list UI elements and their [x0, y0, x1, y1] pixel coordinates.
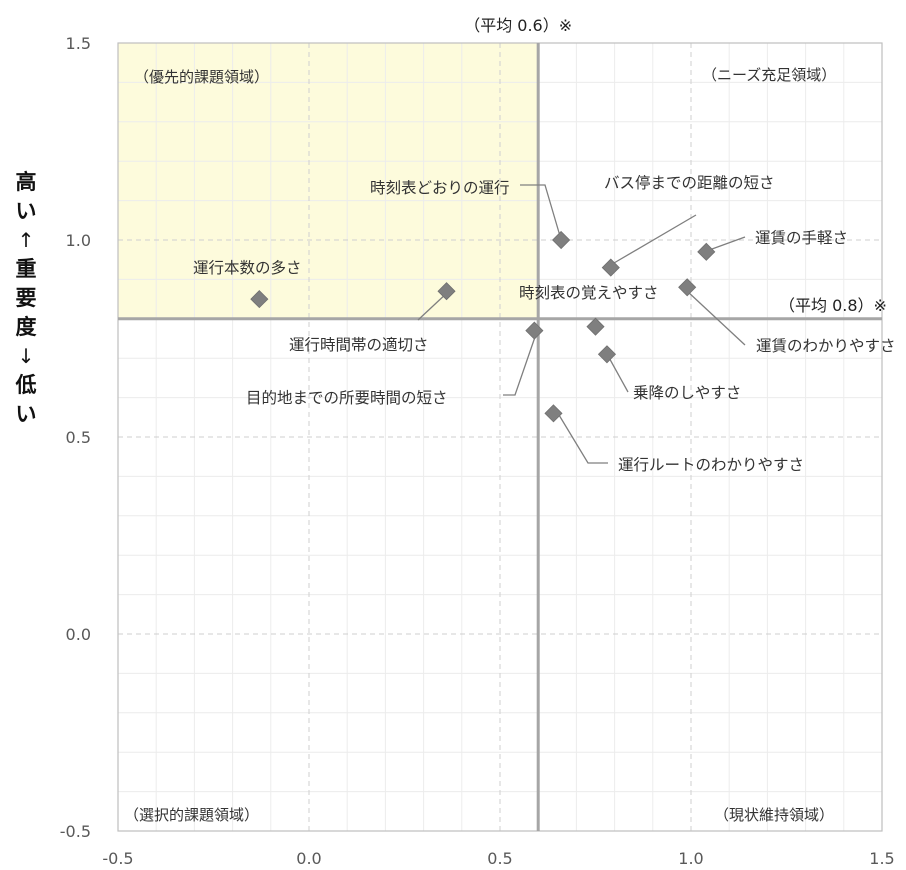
y-tick-label: 1.0 [66, 231, 91, 250]
data-point-label: 運行ルートのわかりやすさ [618, 456, 804, 474]
leader-line [613, 214, 697, 264]
x-tick-label: 1.5 [869, 849, 894, 868]
data-point-label: 運賃の手軽さ [755, 229, 848, 247]
quadrant-label-needs-met: （ニーズ充足領域） [702, 66, 836, 84]
data-point-marker [601, 258, 620, 277]
quadrant-label-priority: （優先的課題領域） [134, 68, 269, 86]
priority-quadrant-fill [118, 43, 539, 319]
y-label-up-arrow: ↑ [17, 228, 35, 252]
data-point-label: 目的地までの所要時間の短さ [246, 389, 448, 407]
data-point-label: 時刻表どおりの運行 [370, 179, 510, 197]
data-point-label: 運行本数の多さ [193, 259, 302, 277]
leader-line [558, 414, 608, 464]
y-label-down-arrow: ↓ [17, 344, 35, 368]
data-point-marker [597, 345, 617, 364]
y-label-high: 高い [15, 170, 37, 223]
x-tick-label: 0.0 [296, 849, 321, 868]
data-point-marker [678, 278, 697, 297]
data-point-label: 乗降のしやすさ [633, 384, 741, 402]
x-tick-label: 0.5 [487, 849, 512, 868]
leader-line [711, 236, 746, 250]
leader-line [503, 336, 536, 396]
y-tick-label: -0.5 [60, 822, 91, 841]
y-tick-label: 0.5 [66, 428, 91, 447]
avg-x-label: （平均 0.6）※ [464, 16, 572, 35]
quadrant-label-maintain: （現状維持領域） [714, 806, 834, 824]
data-point-marker [552, 230, 571, 250]
y-tick-label: 0.0 [66, 625, 91, 644]
data-point-label: 運賃のわかりやすさ [756, 337, 896, 355]
data-point-marker [697, 242, 716, 261]
data-point-marker [544, 404, 563, 423]
data-point-label: 時刻表の覚えやすさ [519, 284, 659, 302]
x-tick-label: -0.5 [102, 849, 133, 868]
leader-line [606, 353, 629, 393]
quadrant-label-selective: （選択的課題領域） [124, 806, 259, 824]
y-tick-label: 1.5 [66, 34, 91, 53]
data-point-label: バス停までの距離の短さ [604, 174, 775, 192]
data-point-marker [586, 317, 605, 336]
y-axis-label: 高い ↑ 重要度 ↓ 低い [8, 168, 44, 429]
leader-line [520, 184, 561, 237]
data-point-marker [525, 321, 544, 340]
y-label-low: 低い [15, 373, 37, 426]
plot-border [117, 42, 883, 832]
avg-y-label: （平均 0.8）※ [779, 296, 887, 315]
leader-line [686, 290, 746, 346]
x-tick-label: 1.0 [678, 849, 703, 868]
y-label-importance: 重要度 [15, 257, 37, 339]
data-point-marker [437, 282, 456, 301]
data-point-label: 運行時間帯の適切さ [289, 336, 429, 354]
data-point-marker [250, 290, 269, 309]
